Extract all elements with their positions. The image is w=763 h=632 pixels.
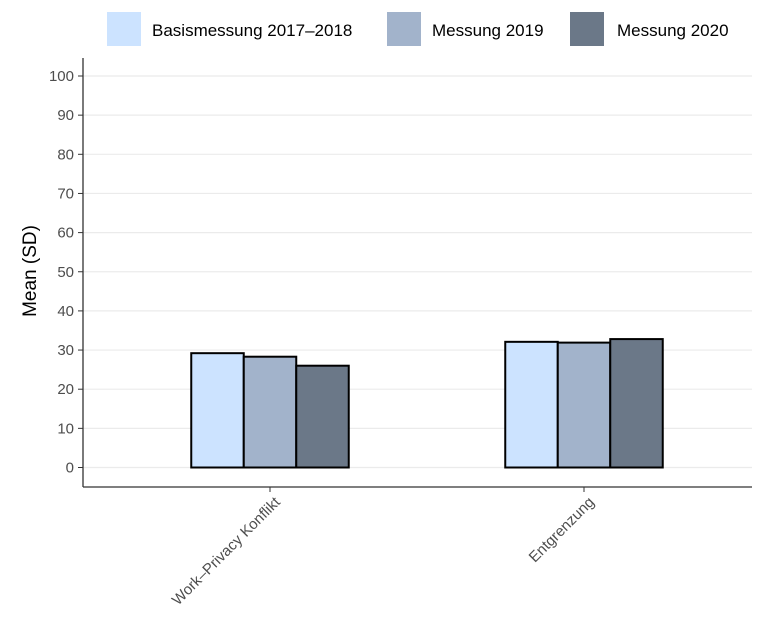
y-tick-label: 10 (57, 420, 74, 437)
y-tick-label: 80 (57, 146, 74, 163)
bar (242, 355, 298, 469)
legend-key-messung-2020 (570, 12, 604, 46)
bar (504, 340, 559, 469)
y-tick-label: 20 (57, 381, 74, 398)
legend-label-basismessung: Basismessung 2017–2018 (152, 21, 352, 40)
bar (609, 338, 664, 469)
bar (295, 364, 350, 469)
legend-label-messung-2019: Messung 2019 (432, 21, 544, 40)
y-tick-label: 50 (57, 264, 74, 281)
y-tick-label: 30 (57, 342, 74, 359)
y-axis-title: Mean (SD) (20, 225, 41, 317)
y-tick-label: 100 (49, 68, 74, 85)
legend-key-basismessung (107, 12, 141, 46)
x-tick-label: Entgrenzung (526, 494, 598, 566)
y-tick-label: 70 (57, 185, 74, 202)
plot-area: 0 10 20 30 40 50 60 70 80 90 100 Work–Privacy Konfl… (49, 58, 752, 609)
y-tick-label: 60 (57, 225, 74, 242)
bar (190, 352, 245, 469)
legend: Basismessung 2017–2018 Messung 2019 Mess… (107, 12, 729, 46)
bar (556, 341, 612, 469)
y-tick-label: 90 (57, 107, 74, 124)
y-tick-label: 40 (57, 303, 74, 320)
legend-key-messung-2019 (387, 12, 421, 46)
y-tick-label: 0 (66, 460, 74, 477)
legend-label-messung-2020: Messung 2020 (617, 21, 729, 40)
x-tick-label: Work–Privacy Konflikt (169, 493, 285, 609)
